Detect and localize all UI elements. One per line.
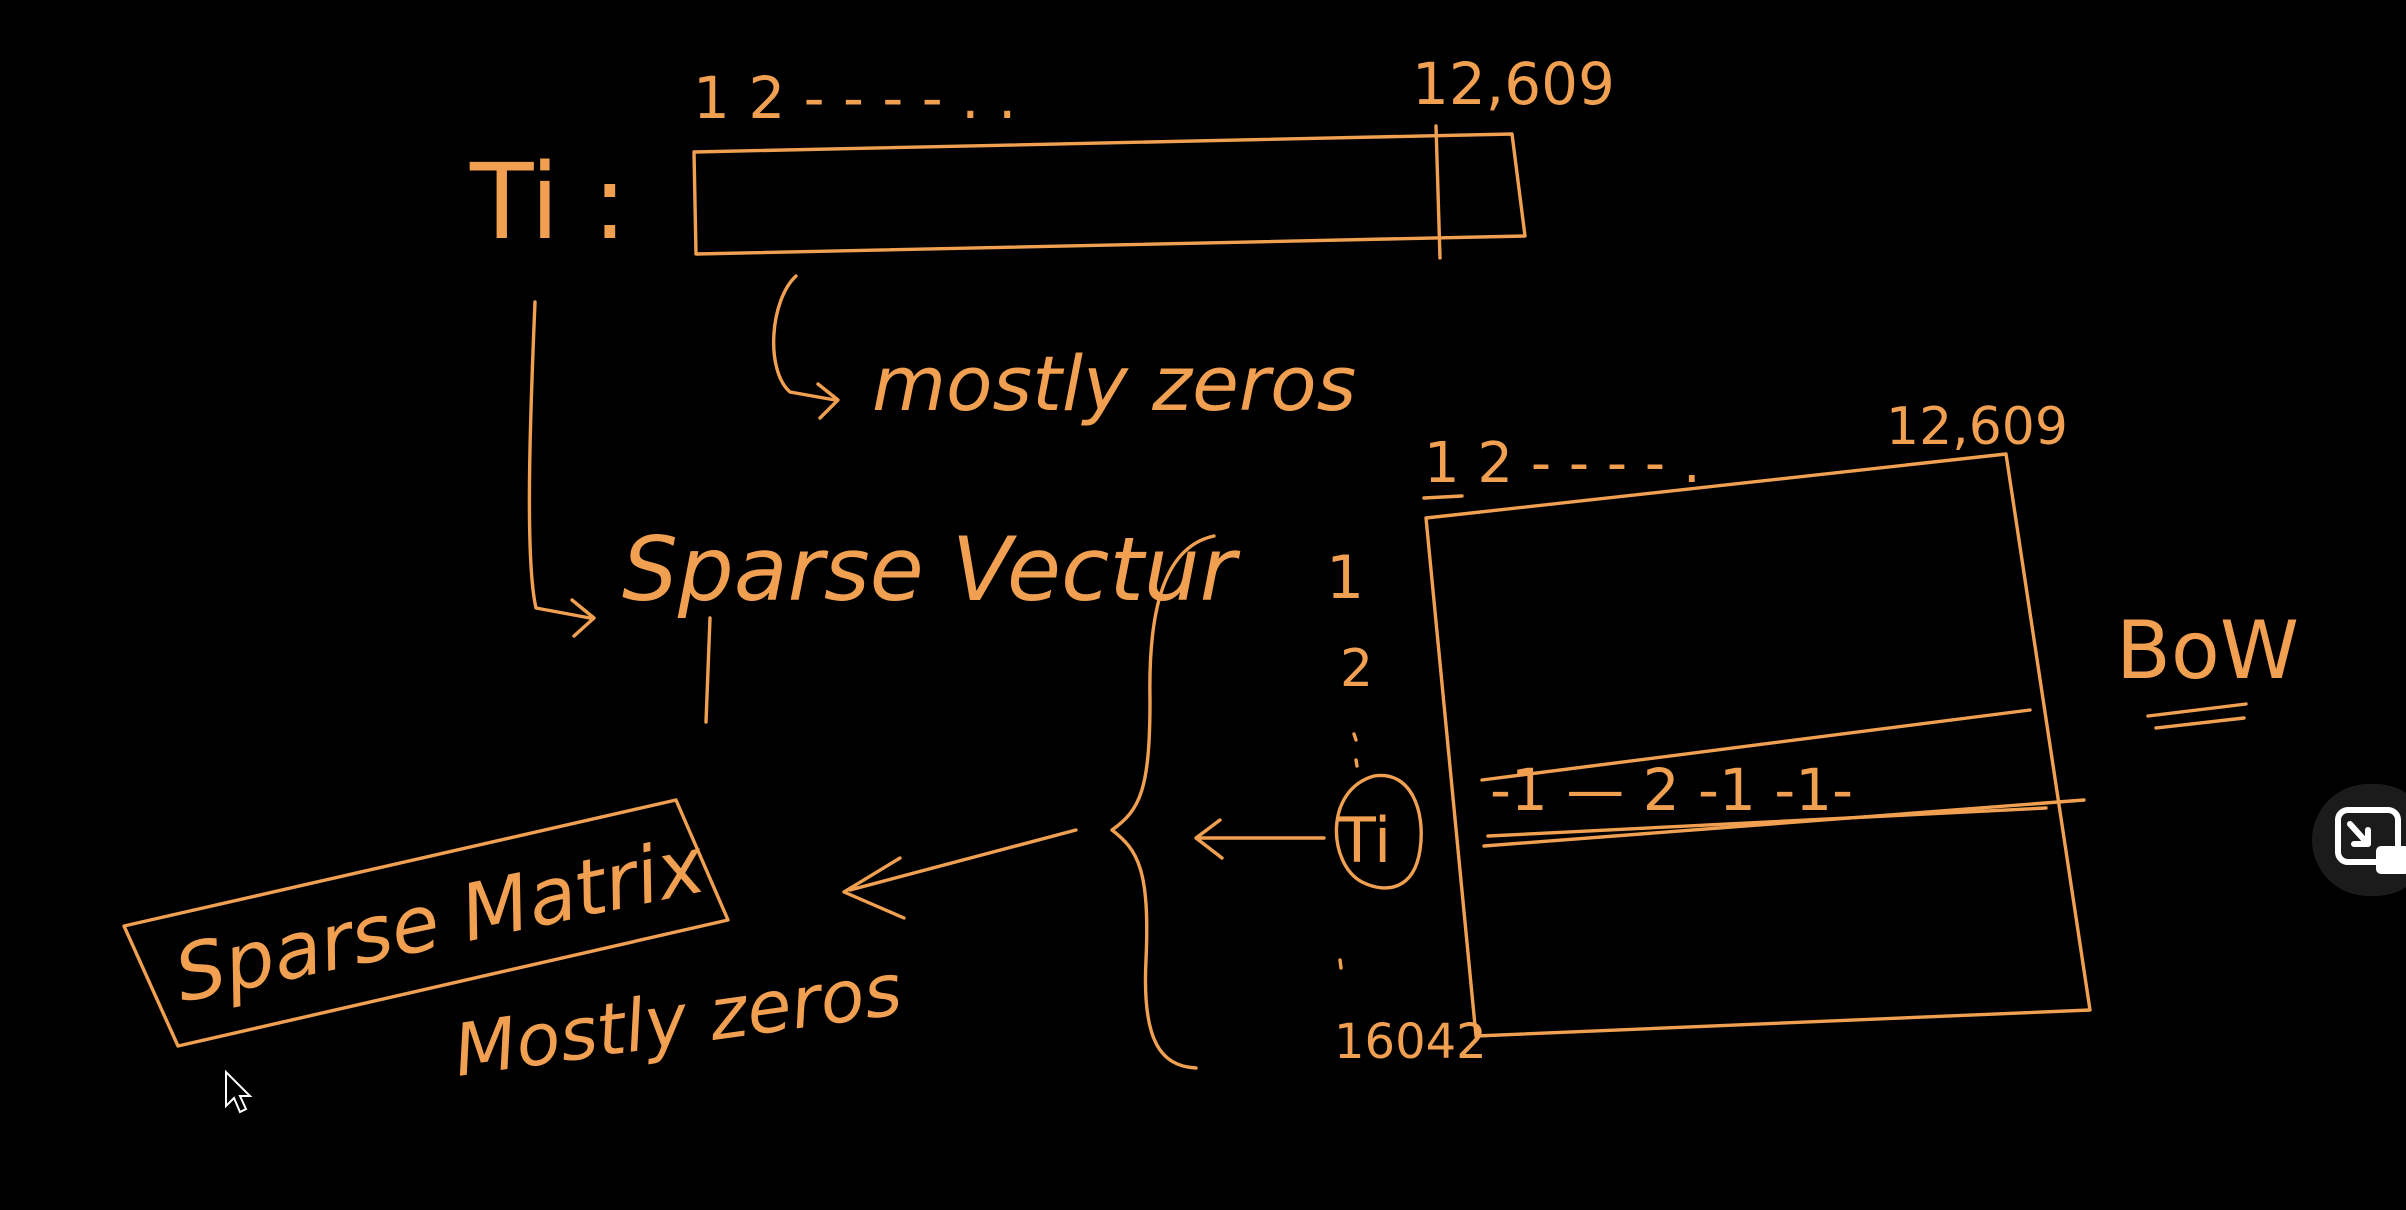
- matrix-col-1-underline: [1422, 494, 1464, 500]
- vector-index-end: 12,609: [1412, 50, 1615, 118]
- sparse-vector-label: Sparse Vectur: [622, 518, 1241, 621]
- sparse-vector-tail: [704, 616, 712, 724]
- matrix-col-start: 1 2 - - - - .: [1424, 431, 1701, 496]
- ti-arrow: [1194, 818, 1326, 860]
- vector-note: mostly zeros: [872, 339, 1356, 428]
- matrix-row-dots: [1338, 732, 1359, 970]
- row-highlight-top: [1480, 708, 2032, 782]
- row-pointer-arrow: [842, 828, 1078, 920]
- vector-box: [692, 132, 1527, 256]
- vector-index-start: 1 2 - - - - . .: [693, 64, 1016, 132]
- exit-picture-in-picture-icon: [2335, 807, 2406, 874]
- matrix-row-1: 1: [1326, 543, 1364, 613]
- matrix-row-last: 16042: [1334, 1014, 1487, 1070]
- matrix-row-2: 2: [1340, 639, 1373, 699]
- sparse-vector-arrow: [527, 300, 596, 638]
- matrix-box: [1424, 452, 2092, 1038]
- row-highlight-top-2: [1486, 806, 2048, 838]
- matrix-col-end: 12,609: [1886, 397, 2068, 457]
- exit-picture-in-picture-button[interactable]: [2312, 784, 2406, 896]
- mouse-pointer-icon: [225, 1069, 253, 1114]
- bow-underline: [2146, 702, 2248, 730]
- note-arrow: [772, 274, 840, 420]
- sparse-matrix-box: [122, 798, 730, 1048]
- vector-last-cell-divider: [1434, 124, 1442, 260]
- ti-circle: [1334, 773, 1423, 890]
- rows-brace: [1110, 534, 1216, 1070]
- vector-label: Ti :: [469, 141, 627, 263]
- matrix-row-values: -1 — 2 -1 -1-: [1490, 756, 1853, 824]
- row-highlight-bottom: [1482, 798, 2086, 848]
- bow-title: BoW: [2116, 604, 2299, 697]
